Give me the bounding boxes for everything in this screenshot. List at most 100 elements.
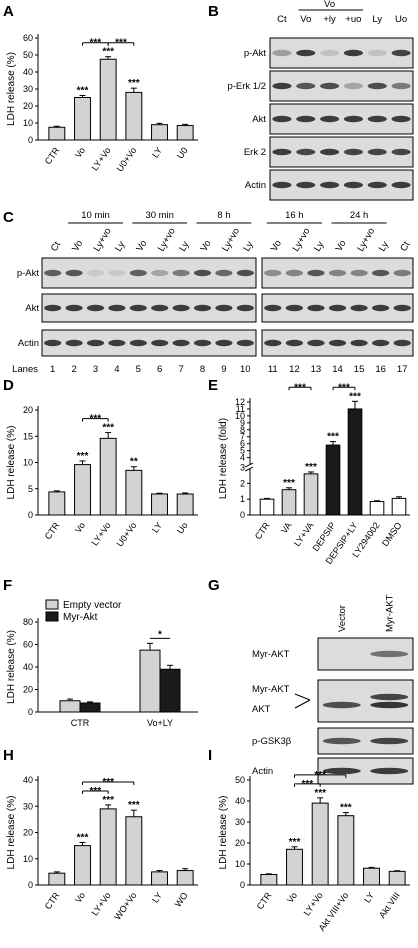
lane-label: Vo <box>334 238 349 253</box>
blot-band <box>370 737 409 745</box>
blot-row-label: Actin <box>18 338 39 349</box>
bracket-significance: *** <box>89 414 101 425</box>
blot-band <box>285 304 303 312</box>
blot-band <box>151 304 169 312</box>
bar-vo <box>286 848 303 886</box>
blot-band <box>370 693 409 701</box>
bracket-significance: *** <box>89 38 101 49</box>
x-tick-label: CTR <box>43 520 62 541</box>
bar-ly-vo <box>99 58 117 141</box>
blot-band <box>296 49 316 57</box>
bar-ctr <box>48 491 66 516</box>
blot-band <box>285 269 303 277</box>
bar-myr-akt-vo-ly <box>159 668 181 713</box>
lane-label: Ct <box>277 14 287 25</box>
axis-break-mark <box>244 466 254 472</box>
x-tick-label: CTR <box>43 890 62 911</box>
bracket-significance: * <box>158 629 162 640</box>
y-axis-label: LDH release (%) <box>6 426 17 500</box>
blot-band <box>320 82 340 90</box>
x-tick-label: CTR <box>71 718 90 728</box>
legend-swatch <box>45 611 59 622</box>
lane-label: Vo <box>199 238 214 253</box>
blot-band <box>86 339 105 347</box>
y-tick-label: 7 <box>240 432 245 442</box>
blot-band <box>322 767 361 775</box>
blot-band <box>328 304 347 312</box>
lane-label: Ly+vo <box>355 226 377 253</box>
lane-number: 13 <box>311 364 322 375</box>
panel-d: D 0 5 10 15 20 LDH release (%) CTR *** Vo *** LY+Vo… <box>3 377 198 548</box>
x-tick-label: U0+Vo <box>115 145 139 173</box>
blot-band <box>296 148 316 156</box>
y-tick-label: 40 <box>235 796 245 806</box>
blot-row-label: Myr-AKT <box>252 649 290 660</box>
panel-g: G Vector Myr-AKT Myr-AKT Myr-AKT AKT p-GSK3β Ac… <box>208 577 414 785</box>
blot-band <box>296 115 316 123</box>
lane-label: Ly <box>312 239 326 253</box>
blot-band <box>215 269 233 277</box>
bar-depsip <box>325 444 341 516</box>
x-tick-label: LY+Vo <box>90 890 113 917</box>
blot-strip <box>269 169 414 201</box>
blot-strip <box>317 679 414 723</box>
significance-label: *** <box>283 478 295 489</box>
bar-ctr <box>48 126 66 141</box>
x-tick-label: Akt VIII <box>377 890 402 920</box>
blot-band <box>391 181 411 189</box>
y-tick-label: 80 <box>23 617 33 627</box>
x-tick-label: Vo+LY <box>147 718 173 728</box>
blot-band <box>272 49 292 57</box>
lane-number: 9 <box>221 364 226 375</box>
lane-label: Vo <box>269 238 284 253</box>
legend-label: Empty vector <box>63 600 122 611</box>
lane-number: 4 <box>114 364 119 375</box>
bar-ly294002 <box>369 501 385 516</box>
x-tick-label: VA <box>279 520 294 535</box>
lane-label: Vo <box>70 238 85 253</box>
x-tick-label: LY <box>362 890 376 904</box>
blot-band <box>328 339 347 347</box>
y-tick-label: 2 <box>240 478 245 488</box>
x-tick-label: Vo <box>73 520 87 534</box>
bracket-significance: *** <box>115 38 127 49</box>
x-tick-label: Uo <box>175 520 190 535</box>
y-tick-label: 0 <box>240 510 245 520</box>
blot-band <box>65 269 83 277</box>
x-tick-label: LY+Vo <box>302 890 325 917</box>
x-tick-label: LY <box>150 520 164 534</box>
blot-band <box>320 181 340 189</box>
blot-band <box>44 304 62 312</box>
blot-band <box>172 339 190 347</box>
blot-band <box>372 269 390 277</box>
blot-strip <box>269 136 414 168</box>
bar-ctr <box>48 872 66 886</box>
y-tick-label: 20 <box>23 685 33 695</box>
y-tick-label: 30 <box>23 84 33 94</box>
x-tick-label: Vo <box>73 890 87 904</box>
panel-c: C 10 min 30 min 8 h 16 h 24 hCt Vo Ly+vo Ly Vo Ly+… <box>3 209 414 375</box>
x-tick-label: Vo <box>285 890 299 904</box>
blot-band <box>307 339 325 347</box>
blot-band <box>393 339 411 347</box>
y-tick-label: 40 <box>23 67 33 77</box>
panel-letter-f: F <box>3 577 12 594</box>
bar-u0-vo <box>125 469 143 516</box>
lane-label: +uo <box>345 14 361 25</box>
blot-band <box>322 701 361 709</box>
panel-f: F 0 20 40 60 80 LDH release (%) CTR Vo+LY * Empty … <box>3 577 198 728</box>
significance-label: *** <box>102 423 114 434</box>
significance-label: *** <box>349 391 361 402</box>
x-tick-label: LY+Vo <box>90 520 113 547</box>
panel-letter-i: I <box>208 747 212 764</box>
lane-number: 11 <box>268 364 278 375</box>
blot-band <box>264 339 282 347</box>
lane-label: Ly <box>372 14 382 25</box>
lane-label: Ly+vo <box>92 226 114 253</box>
lane-label: Ly <box>177 239 191 253</box>
significance-label: *** <box>289 837 301 848</box>
x-tick-label: U0+Vo <box>115 520 139 548</box>
y-tick-label: 8 <box>240 425 245 435</box>
y-tick-label: 10 <box>23 854 33 864</box>
blot-band <box>393 304 411 312</box>
